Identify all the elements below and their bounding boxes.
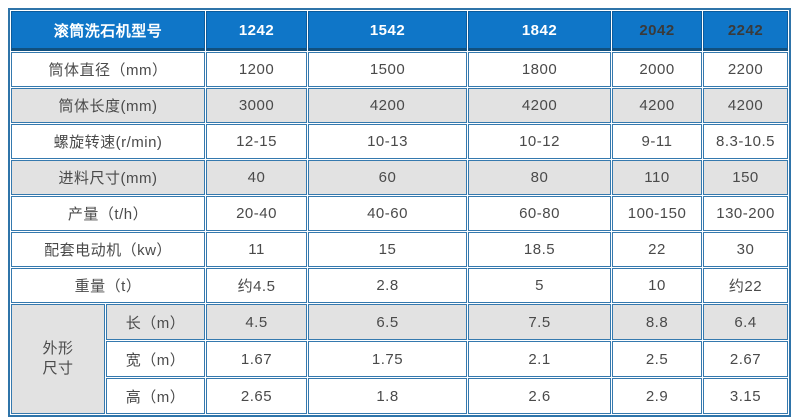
spec-value-cell: 4.5 <box>206 304 308 340</box>
spec-value-cell: 11 <box>206 232 308 267</box>
spec-value-cell: 2.8 <box>308 268 468 303</box>
spec-value-cell: 3000 <box>206 88 308 123</box>
table-row: 宽（m） 1.67 1.75 2.1 2.5 2.67 <box>11 341 789 377</box>
spec-value-cell: 2.1 <box>468 341 612 377</box>
spec-value-cell: 2000 <box>612 52 703 87</box>
spec-label-cell: 筒体直径（mm） <box>11 52 206 87</box>
spec-value-cell: 1800 <box>468 52 612 87</box>
spec-value-cell: 2.5 <box>612 341 703 377</box>
spec-value-cell: 100-150 <box>612 196 703 231</box>
table-row: 高（m） 2.65 1.8 2.6 2.9 3.15 <box>11 378 789 414</box>
spec-value-cell: 1.8 <box>308 378 468 414</box>
spec-value-cell: 20-40 <box>206 196 308 231</box>
header-model-cell: 1242 <box>206 11 308 51</box>
dimension-group-label-cell: 外形 尺寸 <box>11 304 105 414</box>
spec-table: 滚筒洗石机型号 1242 1542 1842 2042 2242 筒体直径（mm… <box>8 8 792 417</box>
table-row: 筒体直径（mm） 1200 1500 1800 2000 2200 <box>11 52 789 87</box>
spec-value-cell: 60-80 <box>468 196 612 231</box>
spec-value-cell: 4200 <box>308 88 468 123</box>
spec-value-cell: 10 <box>612 268 703 303</box>
spec-value-cell: 6.5 <box>308 304 468 340</box>
table-header-row: 滚筒洗石机型号 1242 1542 1842 2042 2242 <box>11 11 789 51</box>
spec-value-cell: 1500 <box>308 52 468 87</box>
spec-value-cell: 10-12 <box>468 124 612 159</box>
dimension-group-label-line: 尺寸 <box>42 360 74 377</box>
spec-value-cell: 30 <box>703 232 789 267</box>
spec-label-cell: 螺旋转速(r/min) <box>11 124 206 159</box>
header-model-cell: 1542 <box>308 11 468 51</box>
spec-label-cell: 筒体长度(mm) <box>11 88 206 123</box>
table-row: 配套电动机（kw） 11 15 18.5 22 30 <box>11 232 789 267</box>
table-row: 外形 尺寸 长（m） 4.5 6.5 7.5 8.8 6.4 <box>11 304 789 414</box>
spec-value-cell: 1.75 <box>308 341 468 377</box>
dimension-group-label-line: 外形 <box>42 339 74 357</box>
spec-value-cell: 40 <box>206 160 308 195</box>
spec-value-cell: 150 <box>703 160 789 195</box>
dimension-sub-label-cell: 高（m） <box>106 378 206 414</box>
header-model-cell: 2242 <box>703 11 789 51</box>
table-row: 螺旋转速(r/min) 12-15 10-13 10-12 9-11 8.3-1… <box>11 124 789 159</box>
spec-value-cell: 110 <box>612 160 703 195</box>
spec-value-cell: 4200 <box>703 88 789 123</box>
spec-label-cell: 进料尺寸(mm) <box>11 160 206 195</box>
spec-value-cell: 60 <box>308 160 468 195</box>
spec-value-cell: 22 <box>612 232 703 267</box>
spec-value-cell: 1.67 <box>206 341 308 377</box>
spec-label-cell: 配套电动机（kw） <box>11 232 206 267</box>
table-row: 重量（t） 约4.5 2.8 5 10 约22 <box>11 268 789 303</box>
spec-value-cell: 80 <box>468 160 612 195</box>
spec-label-cell: 产量（t/h） <box>11 196 206 231</box>
spec-value-cell: 4200 <box>468 88 612 123</box>
spec-value-cell: 8.8 <box>612 304 703 340</box>
spec-value-cell: 6.4 <box>703 304 789 340</box>
spec-value-cell: 2.9 <box>612 378 703 414</box>
spec-value-cell: 2.67 <box>703 341 789 377</box>
table-row: 筒体长度(mm) 3000 4200 4200 4200 4200 <box>11 88 789 123</box>
spec-value-cell: 10-13 <box>308 124 468 159</box>
spec-value-cell: 15 <box>308 232 468 267</box>
spec-value-cell: 约22 <box>703 268 789 303</box>
spec-value-cell: 3.15 <box>703 378 789 414</box>
spec-value-cell: 40-60 <box>308 196 468 231</box>
header-model-cell: 1842 <box>468 11 612 51</box>
dimension-sub-label-cell: 长（m） <box>106 304 206 340</box>
table-row: 进料尺寸(mm) 40 60 80 110 150 <box>11 160 789 195</box>
dimension-sub-label-cell: 宽（m） <box>106 341 206 377</box>
spec-value-cell: 12-15 <box>206 124 308 159</box>
spec-value-cell: 18.5 <box>468 232 612 267</box>
spec-value-cell: 7.5 <box>468 304 612 340</box>
spec-value-cell: 约4.5 <box>206 268 308 303</box>
spec-value-cell: 2200 <box>703 52 789 87</box>
spec-value-cell: 8.3-10.5 <box>703 124 789 159</box>
spec-value-cell: 5 <box>468 268 612 303</box>
spec-value-cell: 9-11 <box>612 124 703 159</box>
spec-label-cell: 重量（t） <box>11 268 206 303</box>
header-title-cell: 滚筒洗石机型号 <box>11 11 206 51</box>
header-model-cell: 2042 <box>612 11 703 51</box>
spec-value-cell: 1200 <box>206 52 308 87</box>
spec-value-cell: 4200 <box>612 88 703 123</box>
table-row: 产量（t/h） 20-40 40-60 60-80 100-150 130-20… <box>11 196 789 231</box>
spec-value-cell: 130-200 <box>703 196 789 231</box>
spec-value-cell: 2.65 <box>206 378 308 414</box>
spec-value-cell: 2.6 <box>468 378 612 414</box>
